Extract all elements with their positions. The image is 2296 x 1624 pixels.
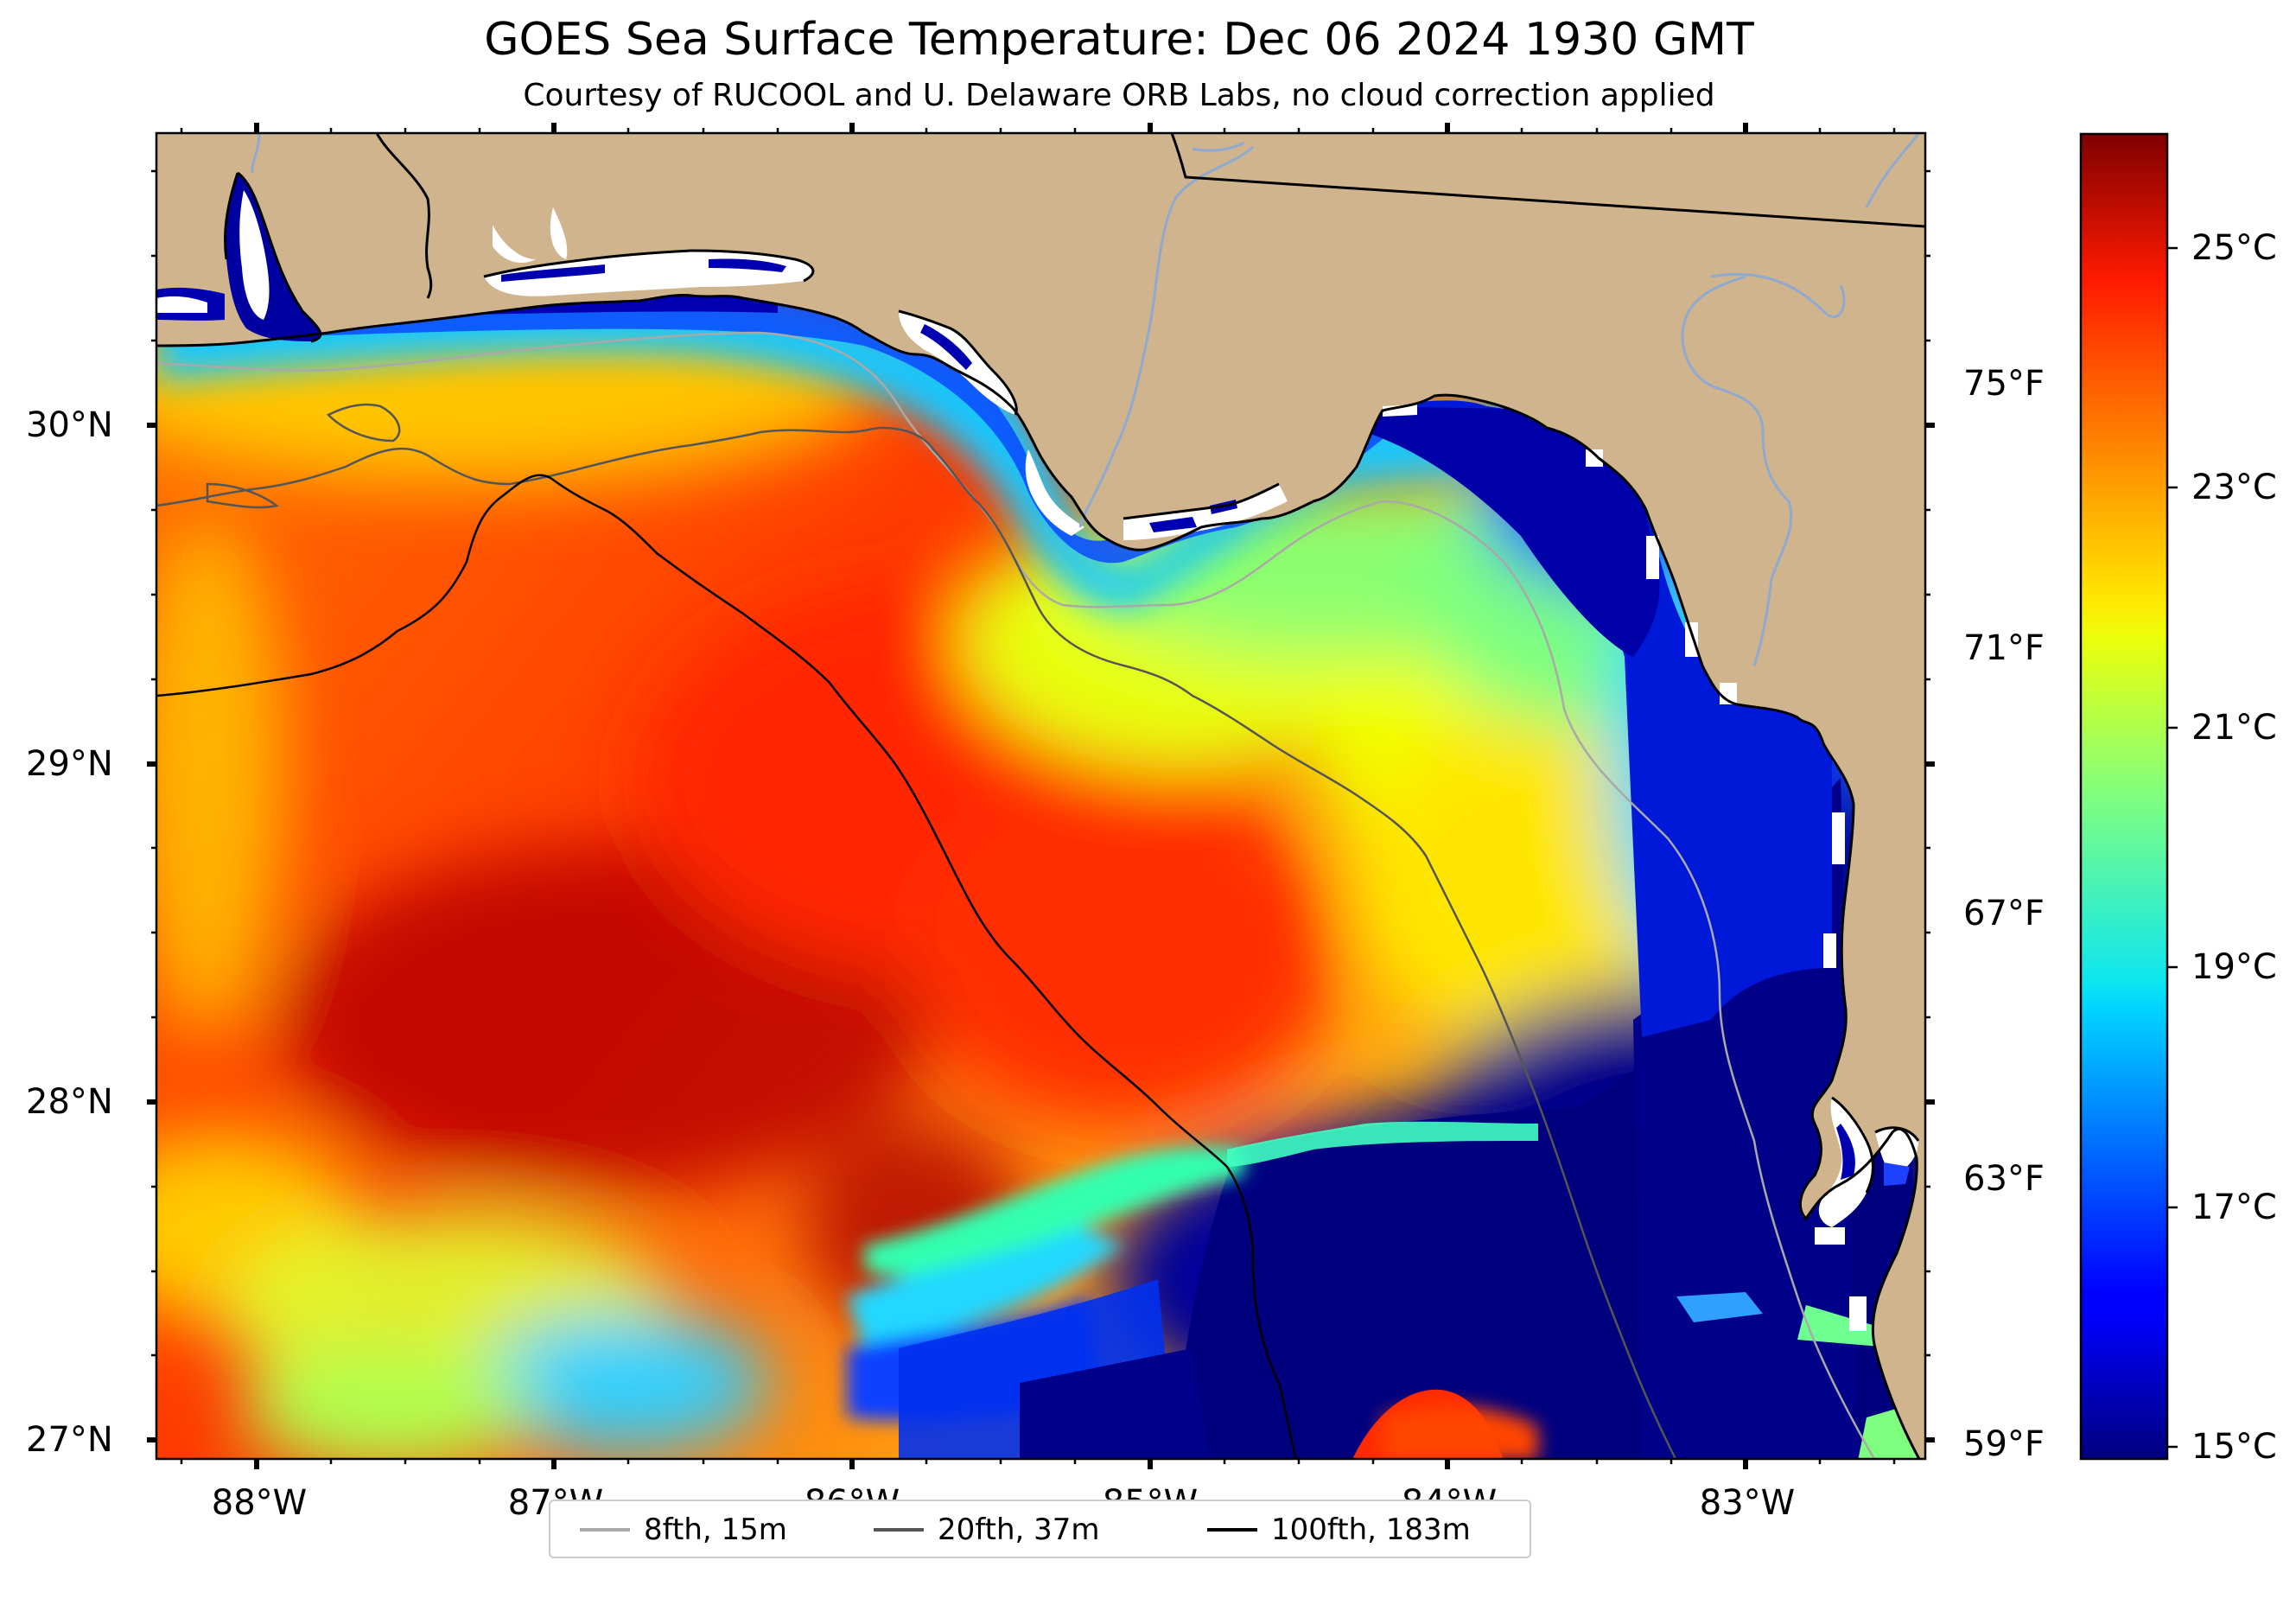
colorbar-tick-21c: 21°C <box>2191 708 2277 748</box>
lat-tick-30n: 30°N <box>26 405 113 445</box>
fahrenheit-tick-75f: 75°F <box>1963 364 2045 404</box>
isobath-100fth <box>156 474 1297 1459</box>
lon-tick-83w: 83°W <box>1699 1483 1796 1523</box>
map-title: GOES Sea Surface Temperature: Dec 06 202… <box>484 14 1754 66</box>
map-frame <box>155 131 1927 1461</box>
fahrenheit-tick-71f: 71°F <box>1963 628 2045 668</box>
map-subtitle: Courtesy of RUCOOL and U. Delaware ORB L… <box>523 78 1715 113</box>
colorbar <box>2079 132 2178 1461</box>
fahrenheit-tick-59f: 59°F <box>1963 1424 2045 1464</box>
colorbar-tick-25c: 25°C <box>2191 228 2277 268</box>
coastline <box>156 171 1921 1459</box>
colorbar-tick-17c: 17°C <box>2191 1188 2277 1227</box>
legend-label-100fth: 100fth, 183m <box>1271 1513 1471 1547</box>
legend-label-8fth: 8fth, 15m <box>644 1513 787 1547</box>
map-plot-area <box>156 133 1925 1459</box>
colorbar-tick-15c: 15°C <box>2191 1427 2277 1467</box>
legend-swatch-20fth <box>874 1528 924 1532</box>
lat-tick-28n: 28°N <box>26 1082 113 1122</box>
land <box>156 133 1925 1459</box>
colorbar-gradient <box>2079 132 2169 1461</box>
legend-swatch-8fth <box>580 1528 630 1532</box>
fahrenheit-tick-63f: 63°F <box>1963 1159 2045 1199</box>
state-borders <box>375 133 1925 299</box>
isobath-20fth <box>156 403 1677 1459</box>
legend-label-20fth: 20fth, 37m <box>938 1513 1100 1547</box>
isobath-legend: 8fth, 15m 20fth, 37m 100fth, 183m <box>549 1500 1531 1558</box>
fahrenheit-tick-67f: 67°F <box>1963 894 2045 933</box>
colorbar-tick-23c: 23°C <box>2191 468 2277 507</box>
colorbar-tick-19c: 19°C <box>2191 947 2277 987</box>
colorbar-celsius-ticks <box>2167 246 2178 1449</box>
lat-tick-27n: 27°N <box>26 1420 113 1460</box>
lon-tick-88w: 88°W <box>211 1483 308 1523</box>
legend-swatch-100fth <box>1207 1528 1257 1532</box>
rivers <box>251 133 1920 666</box>
isobath-8fth <box>156 331 1876 1459</box>
lat-tick-29n: 29°N <box>26 744 113 784</box>
minor-ticks <box>151 128 1930 1464</box>
major-ticks <box>147 123 1935 1469</box>
